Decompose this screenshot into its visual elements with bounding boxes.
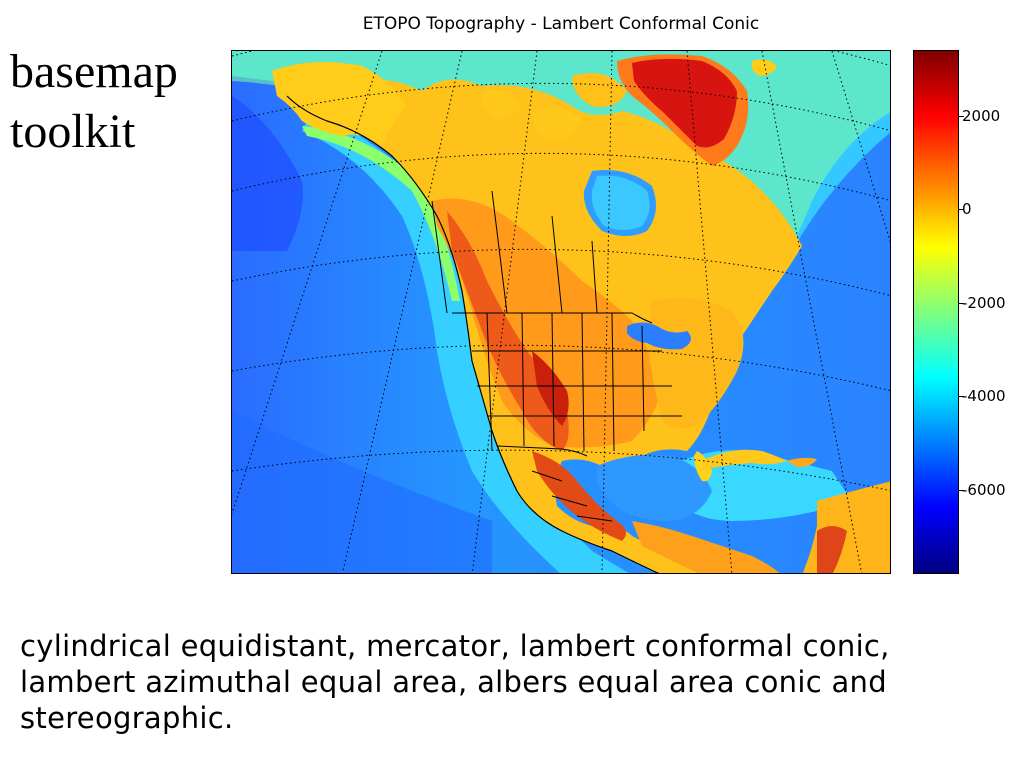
mexico-states: [531, 470, 613, 522]
gulf-of-mexico: [597, 454, 712, 521]
mexico-border: [496, 445, 588, 457]
colorbar-gradient: [913, 50, 959, 574]
colorbar-tick-label: 0: [962, 200, 972, 219]
slide-title-line-2: toolkit: [10, 105, 136, 158]
parallel-3: [232, 152, 890, 201]
shelf-halo-west: [302, 111, 629, 573]
us-state-lines-2: [472, 350, 682, 417]
cuba: [702, 449, 787, 469]
mexico-highlands: [532, 451, 626, 541]
hispaniola: [787, 457, 817, 467]
greenland-ice: [632, 58, 737, 148]
arctic-islands-1: [532, 107, 582, 140]
coastline: [286, 95, 660, 573]
colorbar-tick-label: -2000: [962, 293, 1006, 312]
meridian-1: [232, 51, 383, 515]
central-america: [632, 521, 780, 573]
colorbar-tick: [959, 396, 964, 398]
florida: [694, 451, 712, 482]
canada-province-lines: [431, 190, 598, 314]
iceland: [751, 59, 777, 76]
rocky-peaks: [532, 351, 569, 426]
great-lakes: [627, 322, 691, 350]
deep-ocean-pacific: [232, 411, 492, 573]
colorbar-tick: [959, 302, 964, 304]
parallel-2: [232, 82, 890, 131]
colorbar-tick-label: 2000: [962, 106, 1001, 125]
meridian-7: [831, 51, 890, 243]
canada-us-border: [452, 312, 653, 324]
coastal-shelf-green: [302, 126, 460, 301]
eastern-lowland: [647, 297, 744, 429]
colorbar-tick-label: -6000: [962, 480, 1006, 499]
us-state-lines-1: [486, 312, 645, 452]
map-svg: [232, 51, 890, 573]
hudson-bay-shelf: [591, 175, 650, 230]
colorbar-tick: [959, 209, 964, 211]
colorbar-tick-label: -4000: [962, 387, 1006, 406]
interior-upland: [432, 198, 662, 448]
arctic-islands-2: [572, 73, 627, 107]
slide-title-line-1: basemap: [10, 45, 178, 98]
slide-caption: cylindrical equidistant, mercator, lambe…: [20, 629, 890, 735]
political-borders: [431, 190, 682, 522]
colorbar-tick: [959, 489, 964, 491]
figure-title: ETOPO Topography - Lambert Conformal Con…: [362, 14, 760, 34]
colorbar: 2000 0 -2000 -4000 -6000: [913, 50, 1024, 576]
deep-ocean-trench: [232, 96, 303, 251]
topography-map: [231, 50, 891, 574]
colorbar-tick: [959, 115, 964, 117]
arctic-islands-3: [481, 90, 522, 118]
rocky-mountains: [447, 211, 569, 451]
slide-title: basemap toolkit: [10, 42, 178, 162]
parallel-4: [232, 248, 890, 297]
alaska-land: [272, 62, 407, 146]
meridian-6: [761, 51, 863, 573]
andes: [817, 526, 847, 573]
